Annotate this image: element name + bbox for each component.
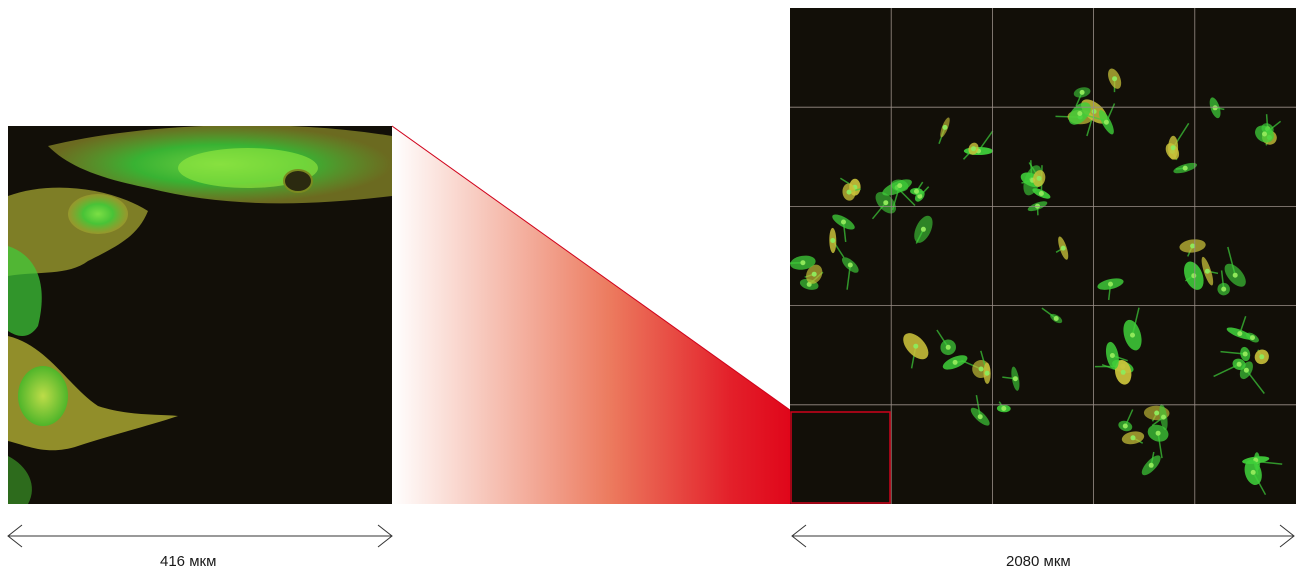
selected-tile-highlight <box>790 411 891 504</box>
left-scale-arrow-head-end <box>377 524 393 548</box>
cell <box>914 215 933 244</box>
cell <box>790 255 816 270</box>
overview-scale-label: 2080 мкм <box>1006 553 1071 570</box>
cell <box>1213 358 1246 378</box>
cell <box>1179 239 1206 257</box>
cell <box>1254 349 1269 365</box>
cell <box>1028 162 1046 187</box>
cell <box>1041 307 1063 324</box>
cell <box>1173 162 1198 174</box>
cell <box>1217 270 1230 296</box>
scale-arrows <box>7 524 1295 548</box>
cell <box>1121 431 1145 445</box>
cell <box>1097 278 1124 300</box>
cell <box>1245 332 1259 343</box>
cell <box>1108 68 1122 93</box>
cell <box>938 117 950 145</box>
cell <box>1123 307 1142 351</box>
cell <box>1255 120 1282 143</box>
cell <box>1224 246 1246 287</box>
cell <box>1201 256 1219 286</box>
zoomed-micrograph <box>8 126 392 504</box>
cell <box>903 333 929 369</box>
tile-grid <box>790 8 1296 504</box>
cell <box>1141 451 1161 476</box>
cell <box>1220 346 1251 362</box>
cell <box>832 214 855 242</box>
cell <box>1073 87 1091 107</box>
right-scale-arrow-head-start <box>791 524 807 548</box>
cell <box>942 355 968 370</box>
cell <box>1226 315 1253 340</box>
cell <box>970 394 990 426</box>
cell <box>1002 366 1020 391</box>
cell <box>842 183 861 201</box>
wedge-edge <box>391 125 791 411</box>
cell <box>1244 459 1267 496</box>
cell <box>1055 236 1069 260</box>
cell <box>829 227 845 258</box>
overview-cell-layer <box>790 68 1283 496</box>
cell <box>936 329 956 356</box>
cell <box>804 264 823 284</box>
cell <box>1168 122 1190 160</box>
overview-micrograph <box>790 8 1296 504</box>
right-scale-arrow-head-end <box>1279 524 1295 548</box>
zoom-scale-label: 416 мкм <box>160 553 217 570</box>
cell <box>1147 424 1169 459</box>
cell <box>1101 360 1132 385</box>
cell <box>841 257 859 290</box>
cell <box>890 179 909 211</box>
overview-cells <box>790 8 1296 504</box>
cell <box>962 142 979 160</box>
left-scale-arrow-head-start <box>7 524 23 548</box>
cell <box>1209 97 1225 119</box>
cell <box>1105 341 1128 370</box>
cell <box>1118 409 1134 432</box>
cell <box>1068 102 1105 125</box>
zoomed-cells <box>8 126 392 504</box>
cell <box>910 181 924 195</box>
cell <box>980 350 991 384</box>
cell <box>1151 403 1168 431</box>
cell <box>1098 103 1116 135</box>
wedge-shape <box>392 126 790 504</box>
